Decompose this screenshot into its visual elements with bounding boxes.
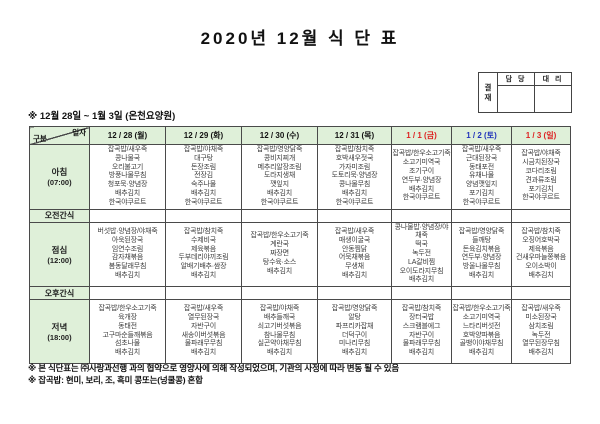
approval-box: 결재 담 당 대 리 <box>478 72 572 113</box>
footnote-multigrain: ※ 잡곡밥: 현미, 보리, 조, 흑미 콩또는(넝쿨콩) 혼합 <box>28 375 203 385</box>
menu-cell-snack-am-sun <box>511 208 571 223</box>
menu-cell-dinner-wed: 잡곡밥/야채죽 배추들깨국 쇠고기버섯볶음 참나물무침 실곤약야채무침 배추김치 <box>241 299 318 365</box>
corner-cell: 일자 구분 <box>29 126 90 145</box>
day-header-1-1: 1 / 1 (금) <box>391 126 452 145</box>
menu-cell-snack-am-sat <box>451 208 512 223</box>
approval-col-damdang: 담 당 <box>497 72 535 86</box>
menu-cell-snack-pm-thu <box>317 286 392 301</box>
menu-cell-lunch-fri: 콩나물밥·양념장/야채죽 떡국 녹두전 LA갈비찜 오이도라지무침 배추김치 <box>391 221 452 288</box>
breakfast-row: 아침 (07:00) 잡곡밥/새우죽 콩나물국 오리불고기 방풍나물무침 청포묵… <box>29 144 571 210</box>
period-subtitle: ※ 12월 28일 ~ 1월 3일 (온천요양원) <box>28 111 176 122</box>
page-title: 2020년 12월 식 단 표 <box>200 29 400 48</box>
day-header-1-2: 1 / 2 (토) <box>451 126 512 145</box>
menu-cell-breakfast-sat: 잡곡밥/새우죽 근대된장국 동태포전 유채나물 양념깻잎지 포기김치 한국야쿠르… <box>451 144 512 210</box>
menu-cell-snack-pm-sat <box>451 286 512 301</box>
menu-cell-breakfast-fri: 잡곡밥/한우소고기죽 소고기미역국 조기구이 연두부·양념장 배추김치 한국야쿠… <box>391 144 452 210</box>
menu-cell-snack-pm-wed <box>241 286 318 301</box>
footnotes: ※ 본 식단표는 ㈜사랑과선행 과의 협약으로 영양사에 의해 작성되었으며, … <box>28 362 588 386</box>
menu-cell-snack-am-thu <box>317 208 392 223</box>
breakfast-label: 아침 <box>51 167 68 178</box>
menu-cell-snack-am-wed <box>241 208 318 223</box>
row-label-dinner: 저녁 (18:00) <box>29 299 90 365</box>
menu-cell-dinner-fri: 잡곡밥/참치죽 장터국밥 스크램블에그 자반구이 물파래무무침 배추김치 <box>391 299 452 365</box>
menu-cell-dinner-sat: 잡곡밥/한우소고기죽 소고기미역국 느타리버섯전 호박양파볶음 골뱅이야채무침 … <box>451 299 512 365</box>
menu-cell-dinner-mon: 잡곡밥/한우소고기죽 육개장 동태전 고구마순들깨볶음 섬초나물 배추김치 <box>89 299 166 365</box>
approval-sign-cell-daeri <box>534 85 572 113</box>
menu-table: 일자 구분 12 / 28 (월) 12 / 29 (화) 12 / 30 (수… <box>29 126 571 365</box>
menu-cell-snack-pm-sun <box>511 286 571 301</box>
menu-cell-snack-am-tue <box>165 208 242 223</box>
menu-cell-snack-pm-fri <box>391 286 452 301</box>
lunch-time: (12:00) <box>47 255 72 265</box>
menu-cell-lunch-sat: 잡곡밥/영양닭죽 들깨탕 돈육김치볶음 연두부·양념장 방울나물무침 배추김치 <box>451 221 512 288</box>
approval-col-daeri: 대 리 <box>534 72 572 86</box>
menu-cell-snack-pm-mon <box>89 286 166 301</box>
approval-label: 결재 <box>478 72 498 113</box>
corner-category-label: 구분 <box>33 134 47 143</box>
dinner-row: 저녁 (18:00) 잡곡밥/한우소고기죽 육개장 동태전 고구마순들깨볶음 섬… <box>29 299 571 365</box>
footnote-collaboration: ※ 본 식단표는 ㈜사랑과선행 과의 협약으로 영양사에 의해 작성되었으며, … <box>28 363 399 373</box>
day-header-12-30: 12 / 30 (수) <box>241 126 318 145</box>
menu-cell-breakfast-sun: 잡곡밥/야채죽 시금치된장국 코다리조림 견과류조림 포기김치 한국야쿠르트 <box>511 144 571 210</box>
menu-cell-lunch-mon: 버섯밥·양념장/야채죽 아욱된장국 임연수조림 감자채볶음 봄동달래무침 배추김… <box>89 221 166 288</box>
lunch-label: 점심 <box>51 244 68 255</box>
lunch-row: 점심 (12:00) 버섯밥·양념장/야채죽 아욱된장국 임연수조림 감자채볶음… <box>29 221 571 288</box>
menu-cell-snack-am-fri <box>391 208 452 223</box>
dinner-label: 저녁 <box>51 322 68 333</box>
menu-cell-dinner-sun: 잡곡밥/새우죽 미소된장국 삼치조림 녹두전 열무된장무침 배추김치 <box>511 299 571 365</box>
day-header-row: 일자 구분 12 / 28 (월) 12 / 29 (화) 12 / 30 (수… <box>29 126 571 145</box>
menu-cell-lunch-thu: 잡곡밥/새우죽 매생이굴국 안동찜닭 어묵채볶음 무생채 배추김치 <box>317 221 392 288</box>
day-header-12-31: 12 / 31 (목) <box>317 126 392 145</box>
menu-cell-breakfast-thu: 잡곡밥/참치죽 호박새우젓국 가자미조림 도토리묵·양념장 콩나물무침 배추김치… <box>317 144 392 210</box>
menu-cell-breakfast-tue: 잡곡밥/야채죽 대구탕 돈장조림 전장김 숙주나물 배추김치 한국야쿠르트 <box>165 144 242 210</box>
day-header-12-29: 12 / 29 (화) <box>165 126 242 145</box>
approval-sign-cell-damdang <box>497 85 535 113</box>
breakfast-time: (07:00) <box>47 178 72 188</box>
row-label-snack-pm: 오후간식 <box>29 286 90 301</box>
menu-cell-lunch-wed: 잡곡밥/한우소고기죽 계란국 짜장면 탕수육·소스 배추김치 <box>241 221 318 288</box>
menu-cell-breakfast-wed: 잡곡밥/영양닭죽 콩비지찌개 메추리알장조림 도라지생채 깻잎지 배추김치 한국… <box>241 144 318 210</box>
row-label-lunch: 점심 (12:00) <box>29 221 90 288</box>
row-label-breakfast: 아침 (07:00) <box>29 144 90 210</box>
day-header-12-28: 12 / 28 (월) <box>89 126 166 145</box>
row-label-snack-am: 오전간식 <box>29 208 90 223</box>
snack-pm-row: 오후간식 <box>29 286 571 301</box>
menu-cell-lunch-tue: 잡곡밥/참치죽 수제비국 제육볶음 두부데리야끼조림 알배기배추·쌈장 배추김치 <box>165 221 242 288</box>
dinner-time: (18:00) <box>47 333 72 343</box>
menu-cell-snack-pm-tue <box>165 286 242 301</box>
corner-date-label: 일자 <box>72 128 86 137</box>
menu-cell-lunch-sun: 잡곡밥/참치죽 오징어호박국 제육볶음 건새우마늘쫑볶음 오이소박이 배추김치 <box>511 221 571 288</box>
menu-cell-breakfast-mon: 잡곡밥/새우죽 콩나물국 오리불고기 방풍나물무침 청포묵·양념장 배추김치 한… <box>89 144 166 210</box>
snack-am-row: 오전간식 <box>29 208 571 223</box>
menu-cell-dinner-thu: 잡곡밥/영양닭죽 알탕 파프리카잡채 더덕구이 미나리무침 배추김치 <box>317 299 392 365</box>
menu-cell-snack-am-mon <box>89 208 166 223</box>
day-header-1-3: 1 / 3 (일) <box>511 126 571 145</box>
menu-cell-dinner-tue: 잡곡밥/새우죽 열무된장국 자반구이 새송이버섯볶음 물파래무무침 배추김치 <box>165 299 242 365</box>
